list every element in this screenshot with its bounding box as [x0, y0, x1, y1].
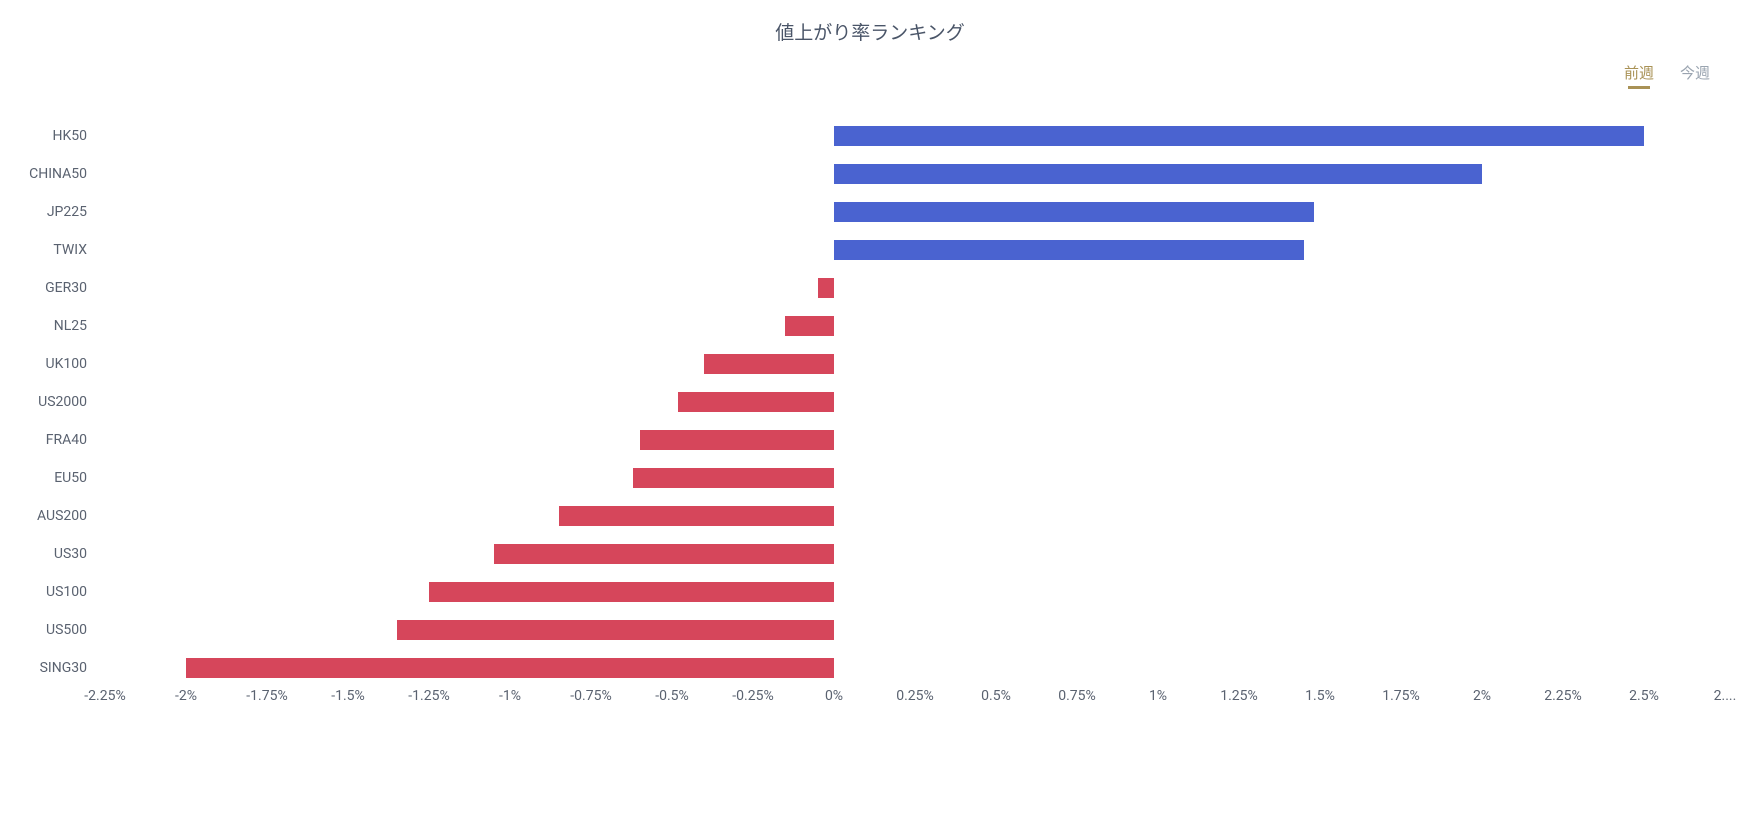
- bar-row: US30: [105, 544, 1725, 564]
- bar-row: SING30: [105, 658, 1725, 678]
- bar-row: EU50: [105, 468, 1725, 488]
- legend-swatch-prev-week: [1628, 86, 1650, 89]
- bar-row: CHINA50: [105, 164, 1725, 184]
- x-axis-tick: -2%: [175, 688, 197, 704]
- bar-row: HK50: [105, 126, 1725, 146]
- x-axis-tick: 0%: [825, 688, 843, 704]
- legend-item-this-week[interactable]: 今週: [1680, 62, 1710, 89]
- bar[interactable]: [678, 392, 834, 412]
- x-axis-tick: -1%: [499, 688, 521, 704]
- x-axis-tick: -0.75%: [570, 688, 611, 704]
- bar[interactable]: [834, 164, 1482, 184]
- x-axis-tick: 1%: [1149, 688, 1167, 704]
- ranking-chart: 値上がり率ランキング 前週 今週 HK50 CHINA50 JP225 TWIX GER…: [0, 0, 1740, 820]
- legend-item-prev-week[interactable]: 前週: [1624, 62, 1654, 89]
- bar-row: FRA40: [105, 430, 1725, 450]
- y-axis-label: NL25: [54, 318, 87, 334]
- bar[interactable]: [640, 430, 834, 450]
- x-axis-tick: -1.5%: [331, 688, 365, 704]
- x-axis-tick: 1.5%: [1305, 688, 1335, 704]
- y-axis-label: CHINA50: [29, 166, 87, 182]
- bar-row: TWIX: [105, 240, 1725, 260]
- x-axis-tick: 0.25%: [896, 688, 934, 704]
- x-axis-tick: 1.75%: [1382, 688, 1420, 704]
- x-axis-tick: 0.75%: [1058, 688, 1096, 704]
- y-axis-label: US500: [46, 622, 87, 638]
- bar-row: US500: [105, 620, 1725, 640]
- y-axis-label: US30: [54, 546, 87, 562]
- x-axis-tick: 2....: [1714, 688, 1737, 704]
- bar[interactable]: [818, 278, 834, 298]
- x-axis-tick: 1.25%: [1220, 688, 1258, 704]
- x-axis-tick: -0.5%: [655, 688, 689, 704]
- x-axis-tick: 0.5%: [981, 688, 1011, 704]
- bar-row: UK100: [105, 354, 1725, 374]
- bar-row: NL25: [105, 316, 1725, 336]
- bar[interactable]: [397, 620, 834, 640]
- bar[interactable]: [834, 240, 1304, 260]
- x-axis: -2.25%-2%-1.75%-1.5%-1.25%-1%-0.75%-0.5%…: [105, 688, 1725, 718]
- bar[interactable]: [785, 316, 834, 336]
- y-axis-label: UK100: [46, 356, 87, 372]
- y-axis-label: TWIX: [53, 242, 87, 258]
- x-axis-tick: 2%: [1473, 688, 1491, 704]
- y-axis-label: JP225: [47, 204, 87, 220]
- x-axis-tick: -0.25%: [732, 688, 773, 704]
- y-axis-label: US2000: [38, 394, 87, 410]
- plot-area: HK50 CHINA50 JP225 TWIX GER30 NL25 UK100 US2000…: [105, 120, 1725, 680]
- x-axis-tick: -2.25%: [84, 688, 125, 704]
- bar-row: GER30: [105, 278, 1725, 298]
- y-axis-label: US100: [46, 584, 87, 600]
- x-axis-tick: -1.25%: [408, 688, 449, 704]
- bar-row: US100: [105, 582, 1725, 602]
- bar[interactable]: [494, 544, 834, 564]
- bar-row: AUS200: [105, 506, 1725, 526]
- bar-row: US2000: [105, 392, 1725, 412]
- bar[interactable]: [186, 658, 834, 678]
- chart-legend: 前週 今週: [1624, 62, 1710, 89]
- x-axis-tick: 2.5%: [1629, 688, 1659, 704]
- x-axis-tick: -1.75%: [246, 688, 287, 704]
- x-axis-tick: 2.25%: [1544, 688, 1582, 704]
- y-axis-label: FRA40: [46, 432, 87, 448]
- bar[interactable]: [834, 126, 1644, 146]
- y-axis-label: HK50: [52, 128, 87, 144]
- y-axis-label: EU50: [54, 470, 87, 486]
- bar[interactable]: [559, 506, 834, 526]
- bar[interactable]: [633, 468, 834, 488]
- y-axis-label: AUS200: [37, 508, 87, 524]
- bar[interactable]: [834, 202, 1314, 222]
- bar[interactable]: [704, 354, 834, 374]
- bar[interactable]: [429, 582, 834, 602]
- legend-label-prev-week: 前週: [1624, 62, 1654, 83]
- y-axis-label: GER30: [45, 280, 87, 296]
- legend-label-this-week: 今週: [1680, 62, 1710, 83]
- y-axis-label: SING30: [40, 660, 87, 676]
- chart-title: 値上がり率ランキング: [0, 18, 1740, 45]
- bar-row: JP225: [105, 202, 1725, 222]
